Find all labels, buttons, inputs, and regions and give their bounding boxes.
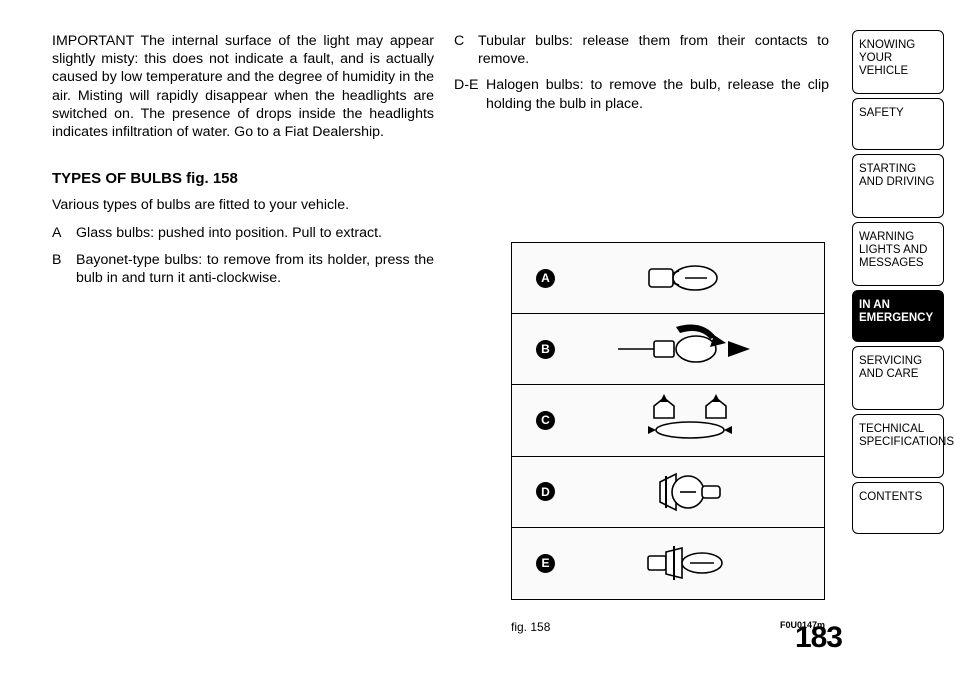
bulb-item-label: A [52, 224, 76, 242]
figure-row: B [512, 314, 824, 385]
figure-row-label: E [536, 554, 555, 573]
bulb-halogen-d-icon [555, 464, 824, 520]
tab-knowing-vehicle[interactable]: KNOWING YOUR VEHICLE [852, 30, 944, 94]
important-paragraph: IMPORTANT The internal surface of the li… [52, 32, 434, 141]
bulb-item-label: D-E [454, 76, 486, 112]
left-column: IMPORTANT The internal surface of the li… [52, 32, 434, 295]
tab-label: IN AN EMERGENCY [859, 299, 937, 325]
tab-in-an-emergency[interactable]: IN AN EMERGENCY [852, 290, 944, 342]
tab-label: SERVICING AND CARE [859, 355, 937, 381]
bulb-item-text: Glass bulbs: pushed into position. Pull … [76, 224, 434, 242]
bulb-item-text: Halogen bulbs: to remove the bulb, relea… [486, 76, 829, 112]
bulb-item: D-E Halogen bulbs: to remove the bulb, r… [454, 76, 829, 112]
tab-warning-lights[interactable]: WARNING LIGHTS AND MESSAGES [852, 222, 944, 286]
tab-safety[interactable]: SAFETY [852, 98, 944, 150]
figure-row: D [512, 457, 824, 528]
tab-label: TECHNICAL SPECIFICATIONS [859, 423, 954, 449]
page-number: 183 [795, 621, 842, 655]
figure-caption: fig. 158 F0U0147m [511, 620, 825, 634]
manual-page: IMPORTANT The internal surface of the li… [0, 0, 954, 673]
figure-row-label: D [536, 482, 555, 501]
figure-row: A [512, 243, 824, 314]
tab-label: CONTENTS [859, 491, 922, 504]
tab-starting-driving[interactable]: STARTING AND DRIVING [852, 154, 944, 218]
bulb-item-label: B [52, 251, 76, 287]
figure-158: A B [511, 242, 825, 600]
bulb-glass-icon [555, 255, 824, 301]
bulb-item: A Glass bulbs: pushed into position. Pul… [52, 224, 434, 242]
tab-label: STARTING AND DRIVING [859, 163, 937, 189]
tab-label: SAFETY [859, 107, 904, 120]
section-title: TYPES OF BULBS fig. 158 [52, 169, 434, 188]
bulb-tubular-icon [555, 392, 824, 448]
tab-label: WARNING LIGHTS AND MESSAGES [859, 231, 937, 271]
tab-servicing-care[interactable]: SERVICING AND CARE [852, 346, 944, 410]
figure-caption-text: fig. 158 [511, 620, 550, 634]
right-column: C Tubular bulbs: release them from their… [454, 32, 829, 121]
bulb-item-label: C [454, 32, 478, 68]
figure-row-label: C [536, 411, 555, 430]
bulb-item: B Bayonet-type bulbs: to remove from its… [52, 251, 434, 287]
bulb-halogen-e-icon [555, 538, 824, 588]
bulb-item-text: Bayonet-type bulbs: to remove from its h… [76, 251, 434, 287]
figure-row: C [512, 385, 824, 456]
bulb-bayonet-icon [555, 321, 824, 377]
tab-technical-specs[interactable]: TECHNICAL SPECIFICATIONS [852, 414, 944, 478]
bulb-item: C Tubular bulbs: release them from their… [454, 32, 829, 68]
section-intro: Various types of bulbs are fitted to you… [52, 196, 434, 214]
tab-label: KNOWING YOUR VEHICLE [859, 39, 937, 79]
bulb-item-text: Tubular bulbs: release them from their c… [478, 32, 829, 68]
figure-row-label: A [536, 269, 555, 288]
tab-contents[interactable]: CONTENTS [852, 482, 944, 534]
section-tabs: KNOWING YOUR VEHICLE SAFETY STARTING AND… [852, 30, 944, 538]
figure-row: E [512, 528, 824, 599]
figure-row-label: B [536, 340, 555, 359]
